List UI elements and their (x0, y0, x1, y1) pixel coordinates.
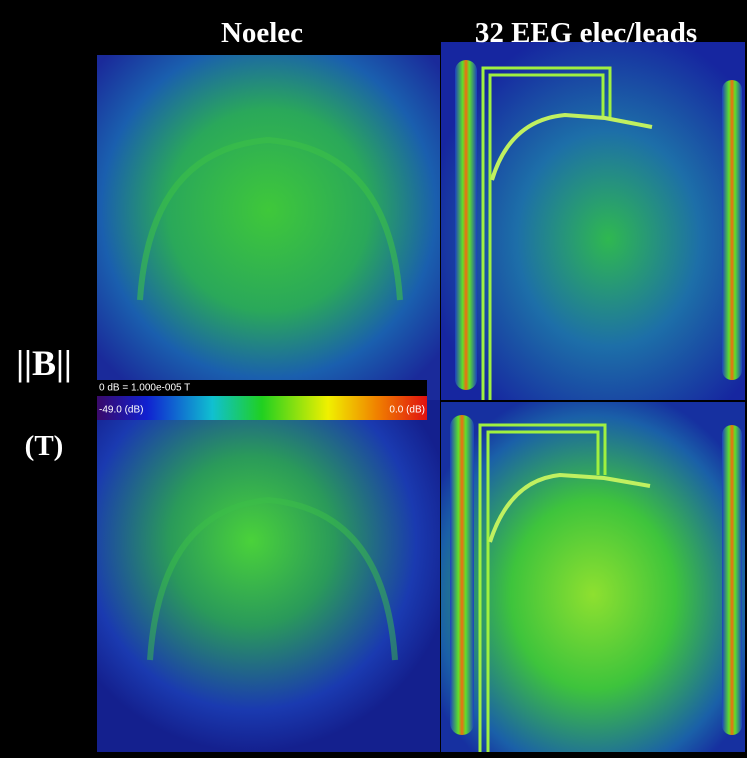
electrode-cap (490, 112, 653, 181)
electrode-cap (488, 472, 651, 543)
unit-label: (T) (25, 430, 64, 462)
head-outline (137, 136, 403, 301)
colorbar (97, 396, 427, 420)
panel-eeg-bottom (441, 402, 745, 752)
panel-noelec-bottom (97, 400, 440, 752)
quantity-label: ||B|| (16, 343, 72, 383)
edge-field (455, 60, 477, 390)
panel-eeg-top (441, 42, 745, 400)
colorbar-reference: 0 dB = 1.000e-005 T (99, 383, 190, 394)
colorbar-caption-bg (97, 380, 427, 396)
lead-wire (481, 66, 612, 400)
edge-field (722, 80, 742, 380)
edge-field (722, 425, 742, 735)
lead-wire (478, 423, 607, 752)
column-header: 32 EEG elec/leads (475, 17, 697, 49)
colorbar-max: 0.0 (dB) (389, 405, 425, 416)
column-header: Noelec (221, 17, 303, 49)
colorbar-min: -49.0 (dB) (99, 405, 143, 416)
edge-field (450, 415, 474, 735)
head-outline (147, 496, 398, 661)
